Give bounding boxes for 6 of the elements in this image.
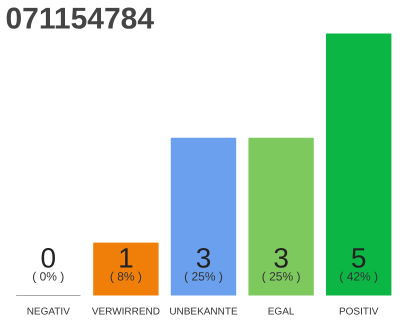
x-tick-label: VERWIRREND: [92, 306, 160, 318]
x-tick-label: EGAL: [268, 306, 295, 318]
x-tick-label: UNBEKANNTE: [169, 306, 238, 318]
x-tick-label: POSITIV: [338, 306, 379, 318]
x-tick-label: NEGATIV: [26, 306, 70, 318]
chart-title: 071154784: [6, 2, 154, 36]
